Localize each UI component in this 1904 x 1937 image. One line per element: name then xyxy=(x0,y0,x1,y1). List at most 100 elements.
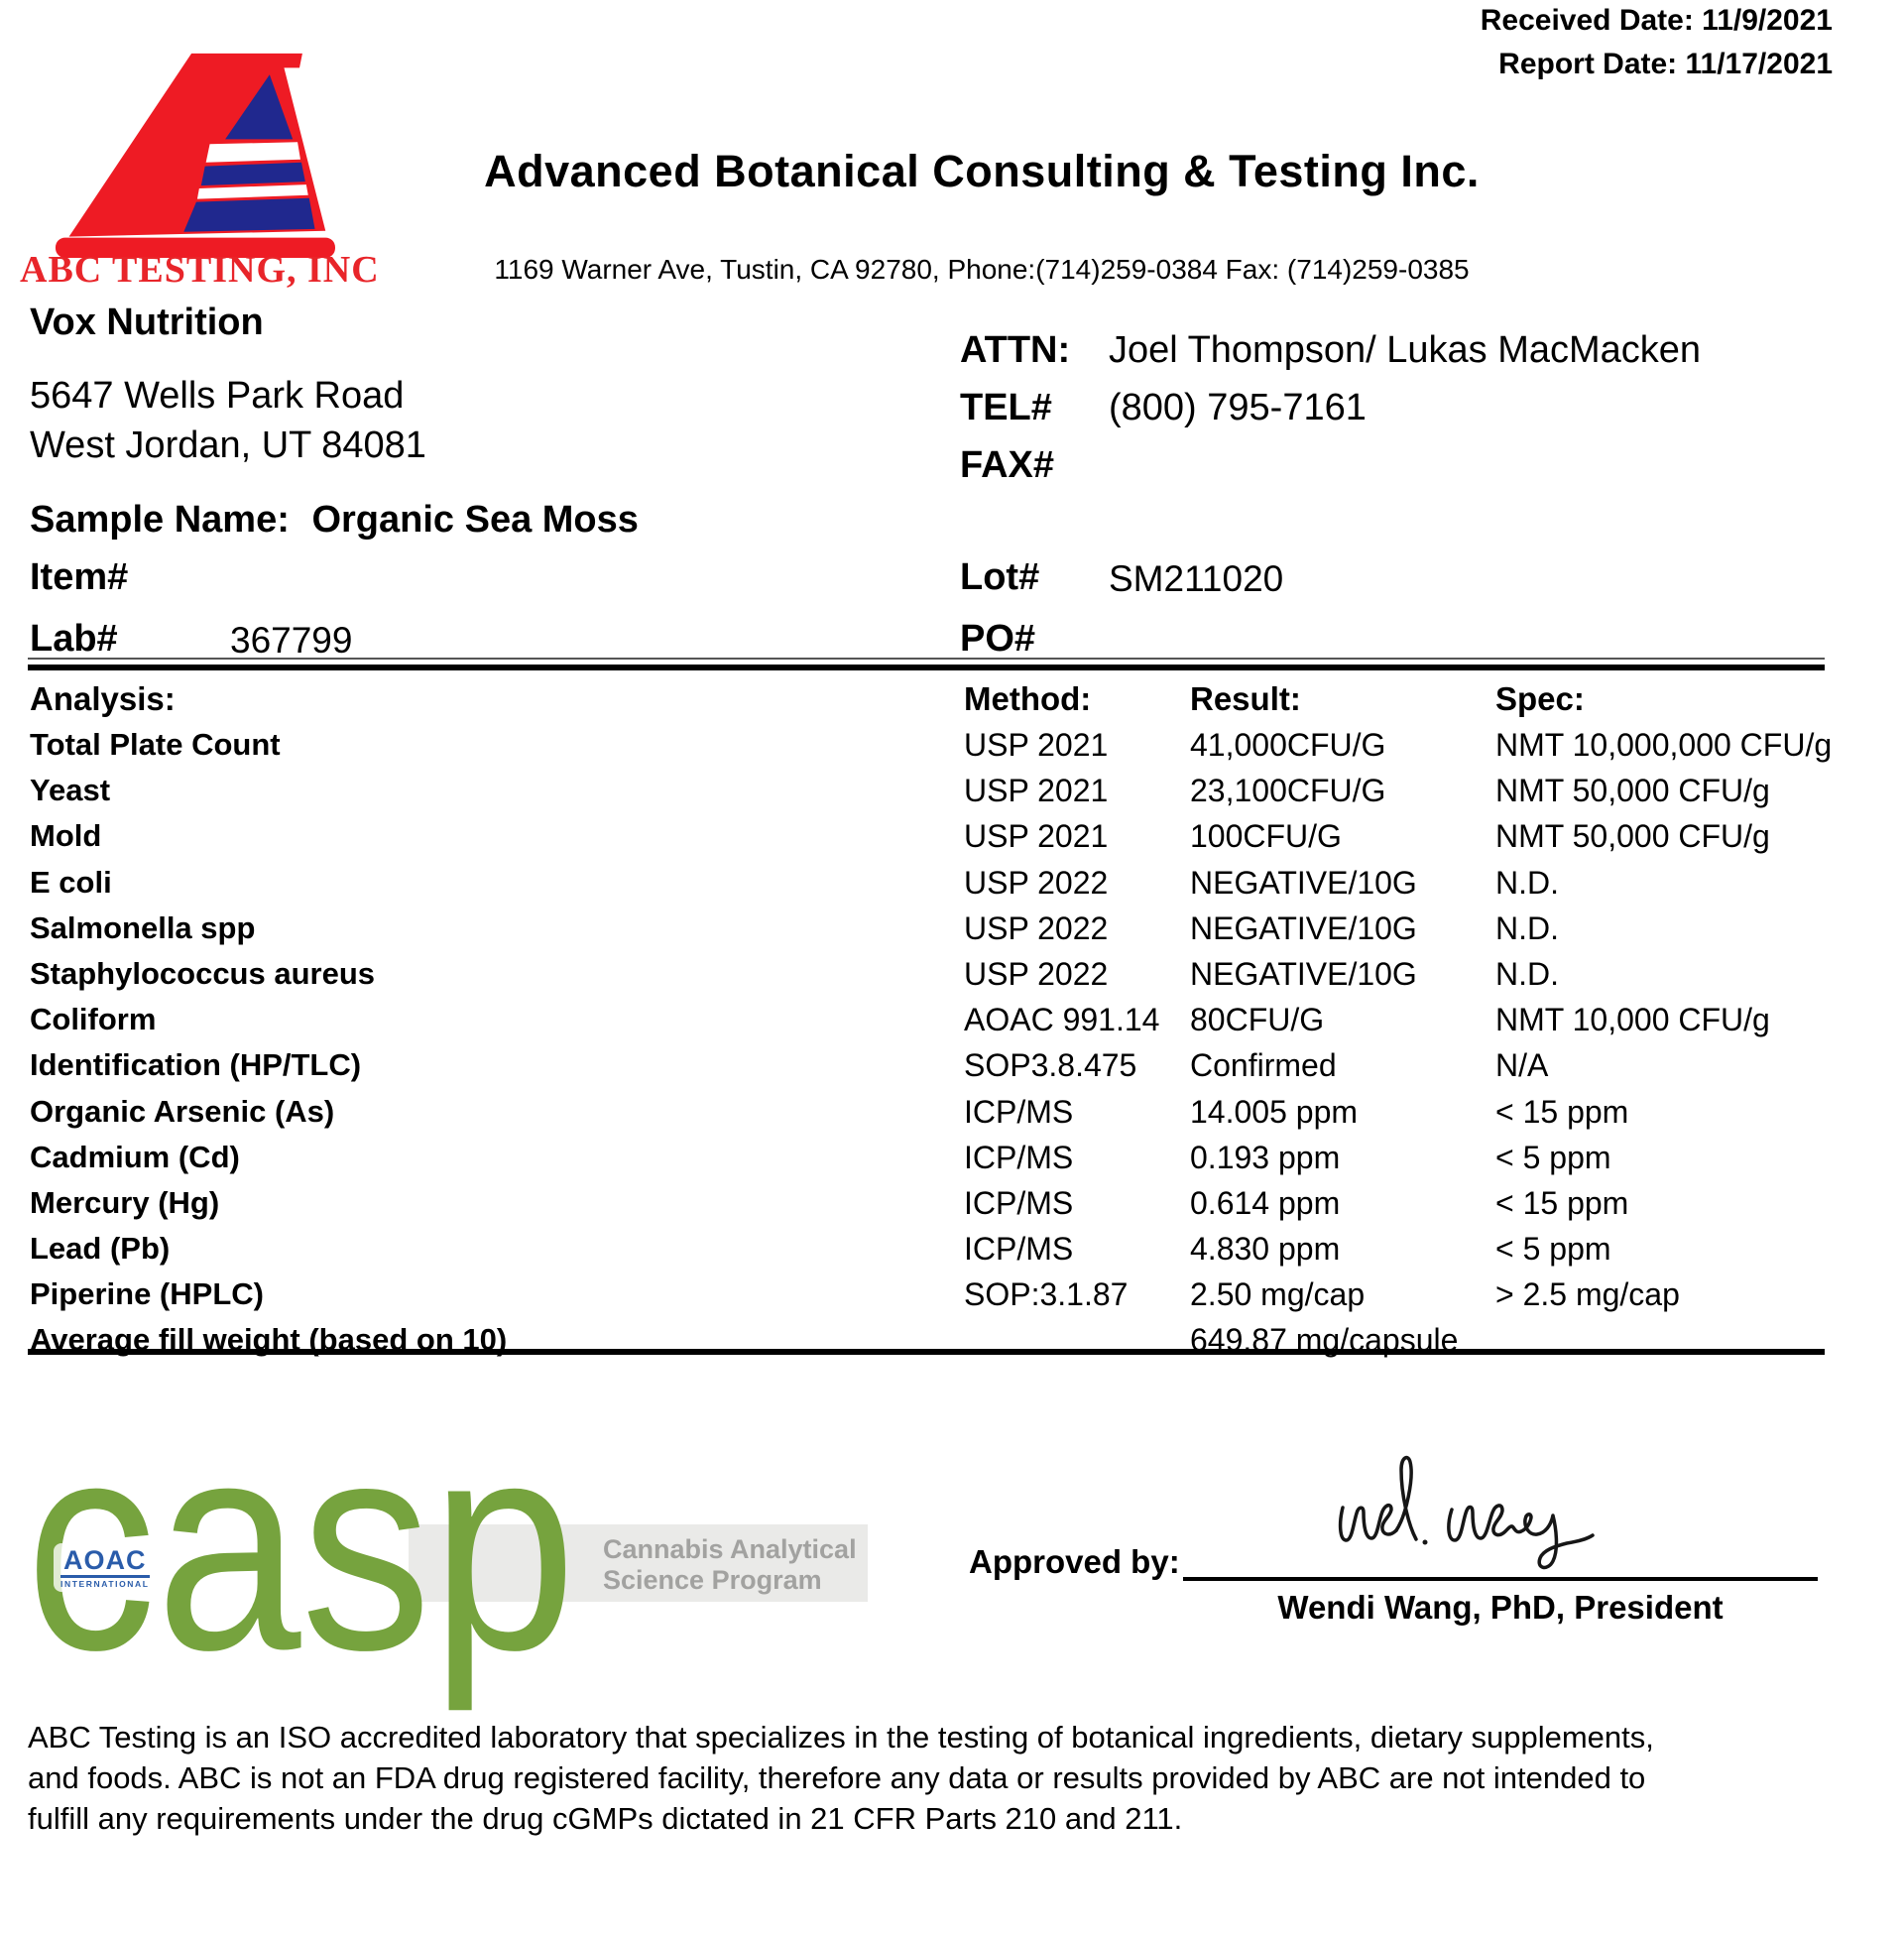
analysis-result: 100CFU/G xyxy=(1190,818,1342,854)
analysis-result: 4.830 ppm xyxy=(1190,1231,1341,1267)
analysis-name: Piperine (HPLC) xyxy=(30,1276,264,1311)
analysis-result: 2.50 mg/cap xyxy=(1190,1276,1366,1312)
table-row: Mercury (Hg) ICP/MS 0.614 ppm < 15 ppm xyxy=(30,1185,1876,1227)
analysis-method: AOAC 991.14 xyxy=(964,1002,1160,1037)
table-row: Yeast USP 2021 23,100CFU/G NMT 50,000 CF… xyxy=(30,773,1876,814)
signature xyxy=(1338,1455,1595,1570)
client-address-line2: West Jordan, UT 84081 xyxy=(30,424,426,466)
analysis-method: USP 2021 xyxy=(964,818,1109,854)
sample-name-label: Sample Name: xyxy=(30,499,290,541)
analysis-spec: N.D. xyxy=(1495,956,1559,992)
analysis-method: USP 2022 xyxy=(964,865,1109,901)
sample-name-row: Sample Name: Organic Sea Moss xyxy=(30,499,639,542)
analysis-result: 80CFU/G xyxy=(1190,1002,1325,1037)
received-date: Received Date: 11/9/2021 xyxy=(1480,4,1833,37)
sample-name-value: Organic Sea Moss xyxy=(311,499,639,541)
analysis-spec: < 15 ppm xyxy=(1495,1094,1629,1130)
analysis-name: Mercury (Hg) xyxy=(30,1185,220,1220)
table-row: Coliform AOAC 991.14 80CFU/G NMT 10,000 … xyxy=(30,1002,1876,1043)
abc-logo xyxy=(50,48,339,263)
analysis-spec: < 15 ppm xyxy=(1495,1185,1629,1221)
casp-program-text: Cannabis Analytical Science Program xyxy=(603,1534,857,1596)
col-header-result: Result: xyxy=(1190,680,1301,717)
analysis-method: ICP/MS xyxy=(964,1185,1074,1221)
analysis-spec: NMT 50,000 CFU/g xyxy=(1495,773,1770,808)
table-row: E coli USP 2022 NEGATIVE/10G N.D. xyxy=(30,865,1876,907)
analysis-method: SOP3.8.475 xyxy=(964,1047,1137,1083)
fax-label: FAX# xyxy=(960,444,1055,486)
casp-band xyxy=(409,1524,868,1602)
flask-logo-graphic xyxy=(55,53,335,258)
analysis-spec: N.D. xyxy=(1495,910,1559,946)
analysis-name: Salmonella spp xyxy=(30,910,256,945)
report-date: Report Date: 11/17/2021 xyxy=(1498,48,1833,80)
company-name: Advanced Botanical Consulting & Testing … xyxy=(484,146,1480,196)
analysis-spec: > 2.5 mg/cap xyxy=(1495,1276,1680,1312)
analysis-result: 0.193 ppm xyxy=(1190,1140,1341,1175)
disclaimer-line1: ABC Testing is an ISO accredited laborat… xyxy=(28,1720,1654,1755)
analysis-spec: NMT 10,000 CFU/g xyxy=(1495,1002,1770,1037)
lab-value: 367799 xyxy=(230,620,353,661)
analysis-name: Staphylococcus aureus xyxy=(30,956,376,991)
analysis-result: 23,100CFU/G xyxy=(1190,773,1386,808)
logo-caption: ABC TESTING, INC xyxy=(20,249,380,291)
table-top-thin-rule xyxy=(28,658,1825,660)
company-address: 1169 Warner Ave, Tustin, CA 92780, Phone… xyxy=(494,254,1470,285)
program-line1: Cannabis Analytical xyxy=(603,1534,857,1564)
program-line2: Science Program xyxy=(603,1565,822,1595)
analysis-result: NEGATIVE/10G xyxy=(1190,910,1417,946)
lab-label: Lab# xyxy=(30,618,118,660)
table-row: Organic Arsenic (As) ICP/MS 14.005 ppm <… xyxy=(30,1094,1876,1136)
po-label: PO# xyxy=(960,618,1036,660)
lot-label: Lot# xyxy=(960,556,1040,598)
analysis-spec: N.D. xyxy=(1495,865,1559,901)
analysis-method: USP 2021 xyxy=(964,727,1109,763)
table-row: Identification (HP/TLC) SOP3.8.475 Confi… xyxy=(30,1047,1876,1089)
analysis-name: Lead (Pb) xyxy=(30,1231,171,1266)
analysis-result: 41,000CFU/G xyxy=(1190,727,1386,763)
analysis-method: USP 2021 xyxy=(964,773,1109,808)
analysis-spec: NMT 10,000,000 CFU/g xyxy=(1495,727,1833,763)
analysis-result: 14.005 ppm xyxy=(1190,1094,1359,1130)
analysis-spec: NMT 50,000 CFU/g xyxy=(1495,818,1770,854)
analysis-name: Coliform xyxy=(30,1002,157,1036)
analysis-name: Identification (HP/TLC) xyxy=(30,1047,362,1082)
analysis-method: ICP/MS xyxy=(964,1231,1074,1267)
analysis-name: Organic Arsenic (As) xyxy=(30,1094,335,1129)
signature-line xyxy=(1183,1577,1818,1581)
tel-value: (800) 795-7161 xyxy=(1109,387,1367,428)
table-row: Lead (Pb) ICP/MS 4.830 ppm < 5 ppm xyxy=(30,1231,1876,1272)
analysis-name: Total Plate Count xyxy=(30,727,281,762)
tel-label: TEL# xyxy=(960,387,1052,428)
col-header-analysis: Analysis: xyxy=(30,680,176,717)
analysis-result: NEGATIVE/10G xyxy=(1190,865,1417,901)
approved-by-label: Approved by: xyxy=(969,1543,1180,1580)
approver-name: Wendi Wang, PhD, President xyxy=(1277,1589,1724,1626)
analysis-name: Yeast xyxy=(30,773,111,807)
lot-value: SM211020 xyxy=(1109,558,1284,599)
table-row: Piperine (HPLC) SOP:3.1.87 2.50 mg/cap >… xyxy=(30,1276,1876,1318)
analysis-result: NEGATIVE/10G xyxy=(1190,956,1417,992)
aoac-text: AOAC xyxy=(60,1546,150,1578)
table-row: Salmonella spp USP 2022 NEGATIVE/10G N.D… xyxy=(30,910,1876,952)
analysis-name: Cadmium (Cd) xyxy=(30,1140,240,1174)
analysis-result: 0.614 ppm xyxy=(1190,1185,1341,1221)
col-header-spec: Spec: xyxy=(1495,680,1585,717)
table-row: Staphylococcus aureus USP 2022 NEGATIVE/… xyxy=(30,956,1876,998)
table-row: Cadmium (Cd) ICP/MS 0.193 ppm < 5 ppm xyxy=(30,1140,1876,1181)
analysis-method: ICP/MS xyxy=(964,1094,1074,1130)
analysis-result: Confirmed xyxy=(1190,1047,1337,1083)
analysis-method: SOP:3.1.87 xyxy=(964,1276,1129,1312)
table-row: Mold USP 2021 100CFU/G NMT 50,000 CFU/g xyxy=(30,818,1876,860)
client-name: Vox Nutrition xyxy=(30,302,264,343)
aoac-international-text: INTERNATIONAL xyxy=(60,1579,150,1589)
attn-value: Joel Thompson/ Lukas MacMacken xyxy=(1109,329,1702,371)
analysis-spec: < 5 ppm xyxy=(1495,1231,1611,1267)
analysis-method: USP 2022 xyxy=(964,956,1109,992)
table-top-rule xyxy=(28,665,1825,670)
table-bottom-rule xyxy=(28,1349,1825,1355)
table-row: Average fill weight (based on 10) 649.87… xyxy=(30,1322,1876,1364)
attn-label: ATTN: xyxy=(960,329,1071,371)
item-label: Item# xyxy=(30,556,129,598)
col-header-method: Method: xyxy=(964,680,1092,717)
